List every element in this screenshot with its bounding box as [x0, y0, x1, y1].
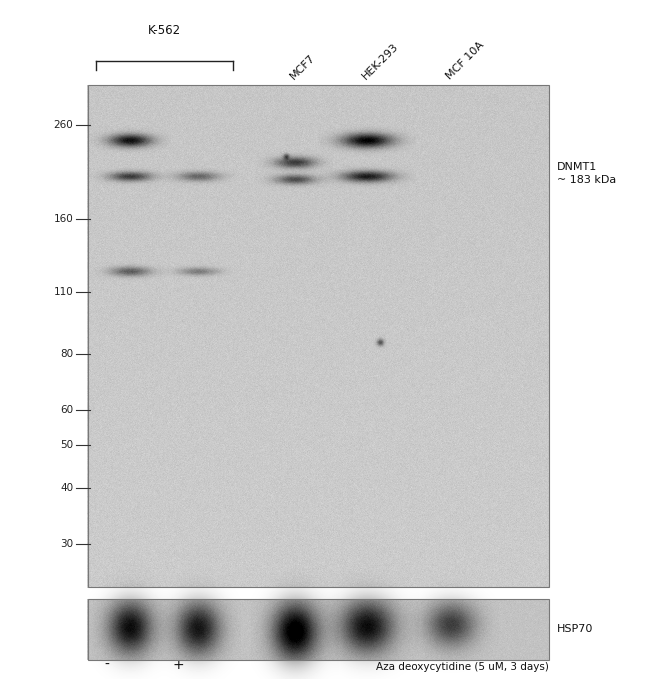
Text: 40: 40	[60, 483, 73, 493]
Text: 30: 30	[60, 539, 73, 549]
Bar	[88, 85, 549, 587]
Text: +: +	[173, 658, 185, 672]
Text: HSP70: HSP70	[557, 625, 593, 634]
Text: 50: 50	[60, 440, 73, 450]
Text: HEK-293: HEK-293	[360, 41, 400, 81]
Text: 160: 160	[54, 215, 73, 224]
Text: K-562: K-562	[148, 24, 181, 37]
Text: 260: 260	[54, 120, 73, 130]
Text: Aza deoxycytidine (5 uM, 3 days): Aza deoxycytidine (5 uM, 3 days)	[376, 662, 549, 672]
Text: MCF 10A: MCF 10A	[445, 40, 486, 81]
Text: MCF7: MCF7	[289, 52, 318, 81]
Text: 60: 60	[60, 405, 73, 415]
Text: 80: 80	[60, 349, 73, 359]
Bar	[88, 599, 549, 660]
Text: 110: 110	[54, 287, 73, 297]
Text: -: -	[105, 658, 110, 672]
Text: DNMT1
~ 183 kDa: DNMT1 ~ 183 kDa	[557, 162, 616, 185]
